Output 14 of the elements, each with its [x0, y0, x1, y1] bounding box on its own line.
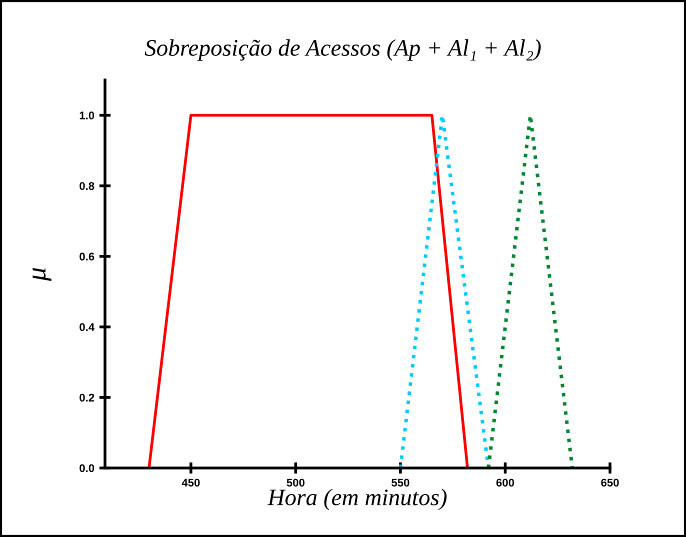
chart-title: Sobreposição de Acessos (Ap + Al₁ + Al₂) — [144, 39, 541, 61]
x-axis-title: Hora (em minutos) — [267, 488, 447, 510]
y-axis-title: μ — [32, 268, 52, 281]
x-tick-label: 600 — [496, 478, 514, 487]
y-tick-label: 1.0 — [80, 112, 94, 120]
y-tick-label: 0.2 — [80, 394, 94, 402]
x-tick-label: 450 — [182, 478, 200, 487]
y-tick-label: 0.8 — [80, 182, 94, 190]
y-tick-label: 0.0 — [80, 464, 94, 472]
x-tick-label: 650 — [601, 478, 619, 487]
y-tick-label: 0.4 — [80, 323, 95, 332]
x-tick-label: 500 — [286, 478, 304, 487]
y-tick-label: 0.6 — [80, 252, 94, 260]
x-tick-label: 550 — [392, 478, 410, 487]
